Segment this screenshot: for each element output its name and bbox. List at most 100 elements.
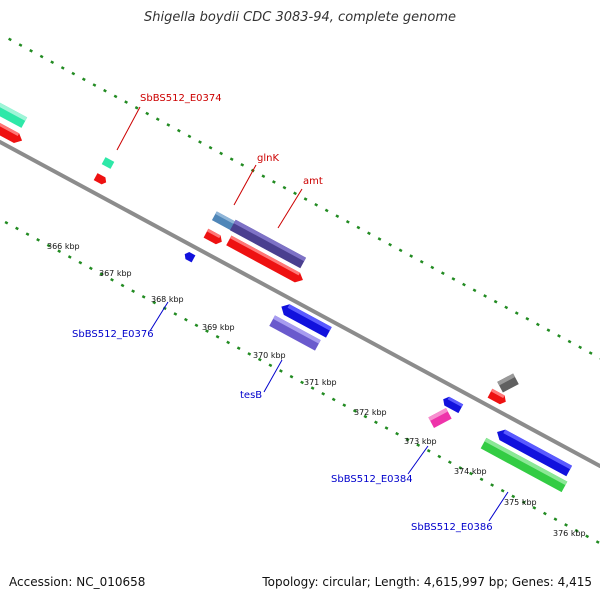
- gene-block-amt[interactable]: [229, 219, 307, 269]
- track-tick: [141, 295, 146, 299]
- track-tick: [134, 106, 139, 110]
- track-tick: [384, 426, 389, 430]
- track-tick: [542, 511, 547, 516]
- track-tick: [261, 174, 266, 179]
- track-tick: [46, 243, 51, 248]
- genome-backbone: [0, 140, 600, 468]
- track-tick: [92, 83, 97, 87]
- tick-label-375: 375 kbp: [504, 498, 537, 507]
- track-tick: [4, 220, 9, 225]
- track-tick: [500, 488, 505, 493]
- track-tick: [419, 259, 424, 264]
- track-tick: [268, 363, 273, 368]
- genome-summary-text: Topology: circular; Length: 4,615,997 bp…: [262, 575, 592, 589]
- track-tick: [388, 242, 392, 247]
- track-tick: [395, 431, 399, 436]
- label-e0376[interactable]: SbBS512_E0376: [72, 329, 154, 340]
- track-tick: [71, 71, 76, 76]
- track-tick: [493, 299, 498, 304]
- label-e0374[interactable]: SbBS512_E0374: [140, 93, 222, 104]
- track-tick: [60, 66, 65, 70]
- track-tick: [367, 231, 371, 236]
- track-tick: [447, 460, 452, 465]
- gene-arrow-blue-374[interactable]: [494, 427, 573, 477]
- track-tick: [546, 328, 551, 333]
- track-tick: [356, 225, 361, 230]
- track-tick: [553, 517, 558, 522]
- track-tick: [345, 220, 350, 224]
- track-tick: [416, 443, 421, 447]
- track-tick: [342, 403, 347, 408]
- track-tick: [525, 316, 530, 321]
- track-tick: [504, 305, 509, 310]
- gene-features: [0, 96, 573, 493]
- track-tick: [490, 483, 495, 487]
- track-tick: [113, 94, 118, 99]
- track-tick: [57, 249, 62, 254]
- gene-block-tesb[interactable]: [269, 315, 321, 351]
- label-tesb[interactable]: tesB: [240, 390, 262, 401]
- gene-arrow-blue-372[interactable]: [441, 395, 464, 414]
- gene-block-e0386[interactable]: [480, 437, 568, 493]
- track-tick: [303, 197, 308, 201]
- label-amt[interactable]: amt: [303, 176, 323, 187]
- track-tick: [29, 48, 33, 53]
- label-e0386[interactable]: SbBS512_E0386: [411, 522, 493, 533]
- label-glnk[interactable]: glnK: [257, 153, 279, 164]
- track-tick: [36, 238, 40, 242]
- track-tick: [88, 266, 93, 271]
- label-e0384[interactable]: SbBS512_E0384: [331, 474, 413, 485]
- gene-arrow-red-right[interactable]: [487, 388, 509, 406]
- gene-block-e0374[interactable]: [101, 157, 115, 169]
- gene-labels: SbBS512_E0374 glnK amt SbBS512_E0376 tes…: [72, 93, 493, 533]
- track-tick: [363, 414, 368, 419]
- gene-block-top-left-red[interactable]: [0, 114, 24, 146]
- gene-block-e0384[interactable]: [428, 408, 452, 428]
- accession-text: Accession: NC_010658: [9, 575, 146, 589]
- track-tick: [564, 523, 568, 527]
- track-tick: [155, 117, 160, 122]
- track-tick: [588, 351, 593, 355]
- track-tick: [110, 277, 114, 282]
- gene-block-gray[interactable]: [497, 373, 519, 393]
- gene-arrow-red-amt[interactable]: [226, 235, 305, 286]
- track-tick: [166, 123, 171, 127]
- track-tick: [293, 191, 297, 196]
- track-tick: [236, 346, 241, 350]
- track-tick: [483, 294, 488, 298]
- track-tick: [574, 528, 579, 533]
- tick-label-374: 374 kbp: [454, 467, 487, 476]
- track-tick: [398, 248, 403, 253]
- track-tick: [331, 397, 336, 402]
- track-tick: [479, 477, 484, 482]
- gene-arrow-small-red[interactable]: [93, 173, 108, 186]
- track-tick: [25, 232, 30, 236]
- track-tick: [226, 340, 231, 345]
- track-tick: [458, 466, 463, 470]
- track-tick: [67, 255, 72, 259]
- track-tick: [18, 43, 23, 47]
- track-tick: [99, 272, 104, 276]
- track-tick: [377, 237, 382, 241]
- track-tick: [183, 317, 188, 322]
- track-tick: [462, 282, 466, 287]
- gene-arrow-blue-tesb[interactable]: [279, 301, 332, 338]
- track-tick: [321, 391, 326, 396]
- track-tick: [247, 352, 252, 356]
- map-title: Shigella boydii CDC 3083-94, complete ge…: [143, 10, 457, 25]
- track-tick: [272, 180, 276, 184]
- track-tick: [229, 157, 234, 161]
- track-tick: [557, 334, 561, 338]
- track-tick: [535, 322, 540, 327]
- track-tick: [472, 288, 477, 293]
- label-leaders: [116, 106, 509, 522]
- gene-block-top-left-mint[interactable]: [0, 96, 28, 128]
- gene-arrow-red-glnk[interactable]: [203, 228, 225, 246]
- track-tick: [240, 163, 245, 167]
- track-tick: [81, 77, 86, 82]
- track-tick: [409, 254, 414, 258]
- gene-block-glnk[interactable]: [211, 211, 237, 231]
- track-tick: [532, 506, 537, 510]
- track-tick: [430, 265, 435, 270]
- gene-arrow-e0376[interactable]: [183, 251, 196, 263]
